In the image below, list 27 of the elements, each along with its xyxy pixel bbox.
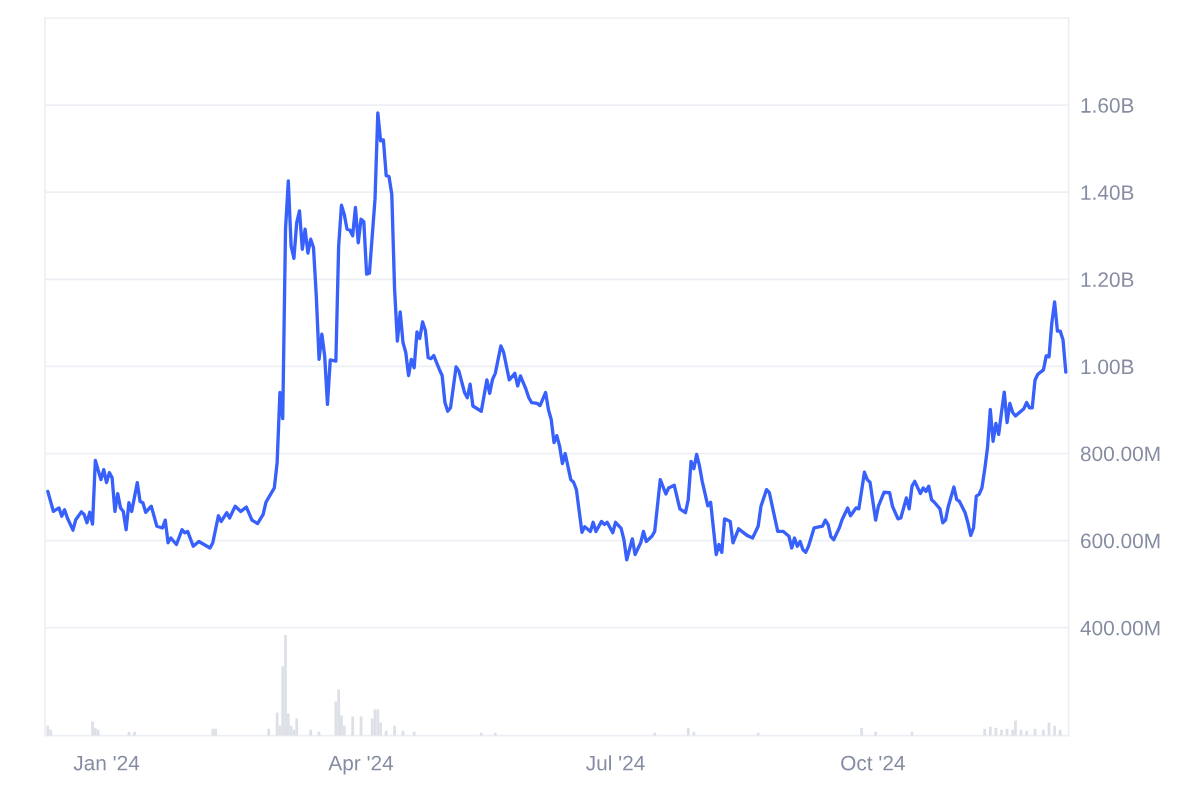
bar	[295, 718, 299, 736]
bar	[91, 721, 94, 736]
bar	[267, 728, 271, 736]
bar	[284, 635, 287, 736]
bar	[994, 727, 998, 736]
bar	[393, 725, 396, 736]
y-tick-label: 1.60B	[1081, 98, 1134, 113]
bar	[337, 689, 341, 736]
bar	[860, 727, 864, 736]
bar	[211, 728, 215, 736]
y-tick-label: 1.20B	[1081, 272, 1134, 288]
line-series	[46, 111, 1068, 562]
x-tick-label: Oct '24	[841, 755, 905, 771]
x-tick-label: Apr '24	[328, 755, 394, 775]
y-tick-label: 400.00M	[1080, 620, 1160, 636]
bar	[214, 728, 217, 736]
x-tick-label: Jul '24	[586, 755, 645, 771]
bar	[686, 727, 690, 736]
y-tick-label: 1.40B	[1081, 185, 1134, 200]
bar	[1014, 720, 1017, 736]
y-tick-label: 600.00M	[1081, 533, 1160, 549]
bar	[275, 712, 279, 736]
y-tick-label: 1.00B	[1081, 359, 1134, 375]
bar	[351, 716, 355, 736]
y-tick-label: 800.00M	[1080, 446, 1160, 462]
x-tick-label: Jan '24	[73, 755, 140, 771]
bar	[1053, 725, 1057, 736]
